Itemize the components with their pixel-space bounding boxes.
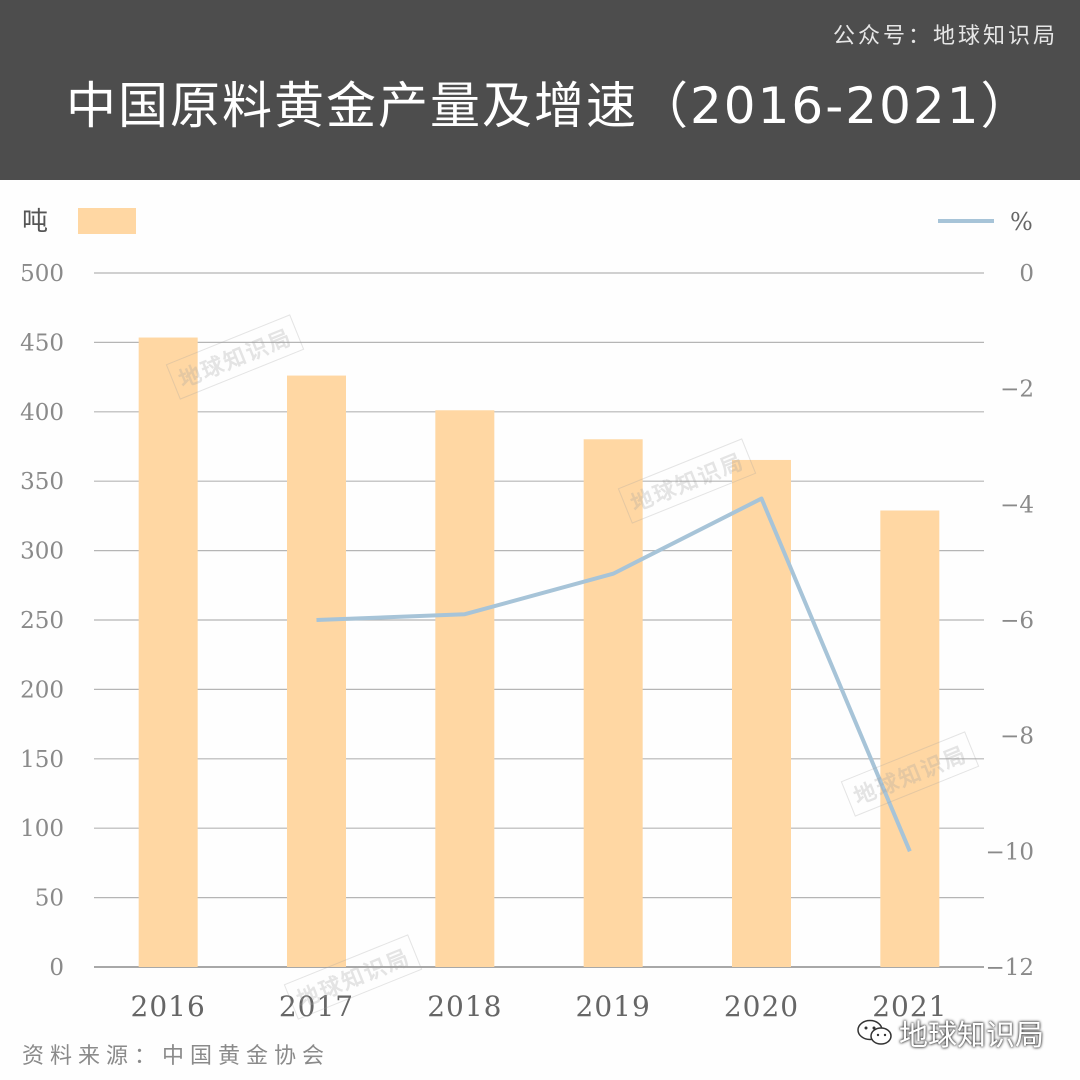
- right-tick-label: −2: [1000, 377, 1034, 403]
- source-note: 资料来源：中国黄金协会: [22, 1044, 331, 1069]
- account-label: 公众号：地球知识局: [832, 24, 1058, 49]
- bar: [138, 337, 198, 967]
- bar: [880, 510, 940, 967]
- left-tick-label: 50: [35, 886, 64, 912]
- brand-label: 地球知识局: [898, 1018, 1044, 1052]
- bar: [732, 459, 791, 967]
- x-tick-label: 2020: [724, 990, 799, 1023]
- left-tick-label: 400: [20, 400, 64, 426]
- legend-bar-swatch: [78, 208, 136, 234]
- bar-series: [138, 337, 940, 967]
- legend: 吨 %: [22, 207, 1033, 237]
- x-tick-label: 2018: [427, 990, 502, 1023]
- left-tick-label: 500: [20, 261, 64, 287]
- left-tick-label: 100: [20, 816, 64, 842]
- x-tick-label: 2017: [279, 990, 354, 1023]
- wechat-icon: [857, 1019, 893, 1047]
- left-tick-label: 250: [20, 608, 64, 634]
- header-banner: 公众号：地球知识局 中国原料黄金产量及增速（2016-2021）: [0, 0, 1080, 180]
- left-axis-unit: 吨: [22, 207, 48, 237]
- right-axis-ticks: 0 −2 −4 −6 −8 −10 −12: [985, 261, 1034, 981]
- bar: [583, 439, 643, 967]
- x-axis-ticks: 2016 2017 2018 2019 2020 2021: [131, 990, 947, 1023]
- x-tick-label: 2021: [872, 990, 947, 1023]
- brand-mark: 地球知识局: [857, 1012, 1044, 1054]
- right-tick-label: −12: [985, 955, 1034, 981]
- left-axis-ticks: 0 50 100 150 200 250 300 350 400 450 500: [20, 261, 64, 981]
- grid-lines: [94, 272, 984, 968]
- x-tick-label: 2016: [131, 990, 206, 1023]
- left-tick-label: 450: [20, 330, 64, 356]
- chart-title: 中国原料黄金产量及增速（2016-2021）: [66, 77, 1033, 135]
- bar: [435, 410, 495, 967]
- right-tick-label: 0: [1019, 261, 1034, 287]
- left-tick-label: 0: [49, 955, 64, 981]
- right-tick-label: −6: [1000, 608, 1034, 634]
- left-tick-label: 200: [20, 677, 64, 703]
- left-tick-label: 300: [20, 539, 64, 565]
- left-tick-label: 150: [20, 747, 64, 773]
- line-series: [316, 496, 912, 853]
- x-tick-label: 2019: [576, 990, 651, 1023]
- right-tick-label: −4: [1000, 492, 1034, 518]
- right-tick-label: −8: [1000, 724, 1034, 750]
- right-tick-label: −10: [985, 839, 1034, 865]
- left-tick-label: 350: [20, 469, 64, 495]
- right-axis-unit: %: [1010, 208, 1033, 236]
- bar: [287, 375, 346, 967]
